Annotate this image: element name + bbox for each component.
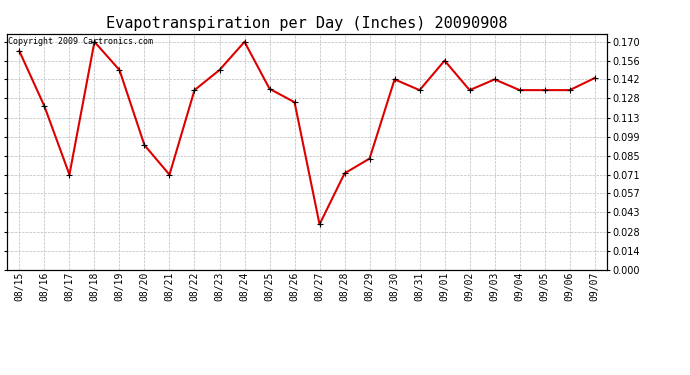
Text: Copyright 2009 Cartronics.com: Copyright 2009 Cartronics.com xyxy=(8,37,153,46)
Title: Evapotranspiration per Day (Inches) 20090908: Evapotranspiration per Day (Inches) 2009… xyxy=(106,16,508,31)
